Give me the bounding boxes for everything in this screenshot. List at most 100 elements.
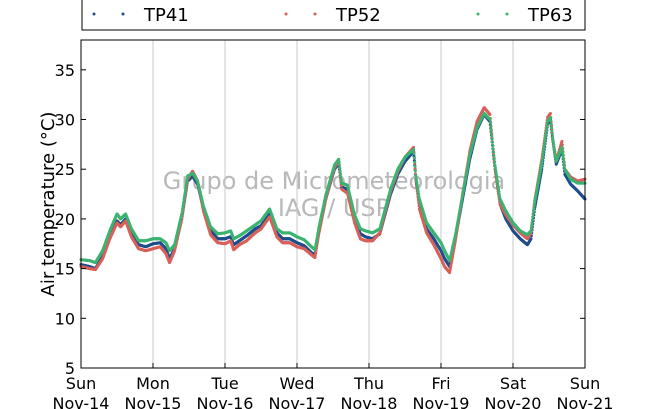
data-point (183, 188, 187, 192)
data-point (543, 135, 547, 139)
data-point (532, 204, 536, 208)
data-point (532, 207, 536, 211)
data-point (494, 173, 498, 177)
data-point (490, 137, 494, 141)
data-point (180, 210, 184, 214)
y-tick-label: 20 (55, 210, 75, 229)
data-point (562, 159, 566, 163)
data-point (185, 179, 189, 183)
legend-marker (313, 12, 317, 16)
data-point (184, 181, 188, 185)
data-point (541, 151, 545, 155)
data-point (497, 187, 501, 191)
x-tick-label-date: Nov-14 (53, 394, 110, 409)
data-point (337, 157, 341, 161)
data-point (338, 169, 342, 173)
data-point (548, 116, 552, 120)
data-point (544, 127, 548, 131)
data-point (412, 156, 416, 160)
legend: TP41 TP52 TP63 (81, 0, 586, 31)
data-point (413, 160, 417, 164)
data-point (413, 165, 417, 169)
data-point (560, 145, 564, 149)
data-point (184, 184, 188, 188)
data-point (496, 180, 500, 184)
data-point (414, 173, 418, 177)
x-tick-label-day: Sat (500, 374, 526, 393)
legend-marker (92, 12, 96, 16)
data-point (417, 195, 421, 199)
data-point (532, 209, 536, 213)
data-point (497, 190, 501, 194)
data-point (553, 152, 557, 156)
x-tick-label-day: Sun (66, 374, 96, 393)
data-point (492, 150, 496, 154)
data-point (550, 129, 554, 133)
x-tick-label-date: Nov-18 (341, 394, 398, 409)
data-point (542, 143, 546, 147)
data-point (552, 145, 556, 149)
x-tick-label-date: Nov-20 (485, 394, 542, 409)
data-point (184, 186, 188, 190)
y-tick-label: 5 (65, 359, 75, 378)
plot-frame (80, 39, 586, 369)
data-point (493, 166, 497, 170)
data-point (542, 148, 546, 152)
data-point (551, 135, 555, 139)
data-point (489, 131, 493, 135)
vertical-gridlines (152, 40, 514, 368)
data-point (560, 143, 564, 147)
data-point (541, 153, 545, 157)
data-point (338, 166, 342, 170)
legend-entry-tp52: TP52 (284, 5, 381, 26)
legend-entry-tp41: TP41 (92, 5, 189, 26)
legend-label: TP52 (335, 5, 381, 26)
data-point (488, 113, 492, 117)
legend-label: TP63 (527, 5, 573, 26)
data-point (182, 195, 186, 199)
x-tick-label-day: Wed (280, 374, 315, 393)
legend-marker (476, 12, 480, 16)
data-point (412, 147, 416, 151)
data-point (550, 132, 554, 136)
data-point (542, 146, 546, 150)
data-point (561, 154, 565, 158)
data-point (339, 172, 343, 176)
data-point (495, 178, 499, 182)
data-point (543, 140, 547, 144)
data-point (543, 138, 547, 142)
data-point (415, 183, 419, 187)
data-point (492, 153, 496, 157)
data-point (549, 122, 553, 126)
y-tick-label: 25 (55, 160, 75, 179)
y-axis-label: Air temperature (°C) (38, 112, 59, 297)
data-point (413, 169, 417, 173)
x-tick-label-day: Thu (353, 374, 384, 393)
data-point (496, 183, 500, 187)
data-point (552, 147, 556, 151)
data-point (561, 151, 565, 155)
data-point (182, 198, 186, 202)
data-point (183, 191, 187, 195)
legend-marker (505, 12, 509, 16)
data-point (549, 119, 553, 123)
series-tp63 (79, 112, 587, 265)
data-point (337, 160, 341, 164)
data-point (498, 195, 502, 199)
data-point (339, 178, 343, 182)
x-tick-label-date: Nov-15 (125, 394, 182, 409)
data-point (551, 138, 555, 142)
y-tick-label: 30 (55, 111, 75, 130)
data-point (415, 178, 419, 182)
data-point (313, 253, 317, 257)
data-point (181, 205, 185, 209)
x-tick-label-date: Nov-16 (197, 394, 254, 409)
data-point (562, 164, 566, 168)
data-point (548, 112, 552, 116)
data-point (181, 203, 185, 206)
y-tick-label: 15 (55, 260, 75, 279)
x-tick-label-day: Tue (210, 374, 238, 393)
data-point (545, 125, 549, 129)
data-point (531, 215, 535, 219)
